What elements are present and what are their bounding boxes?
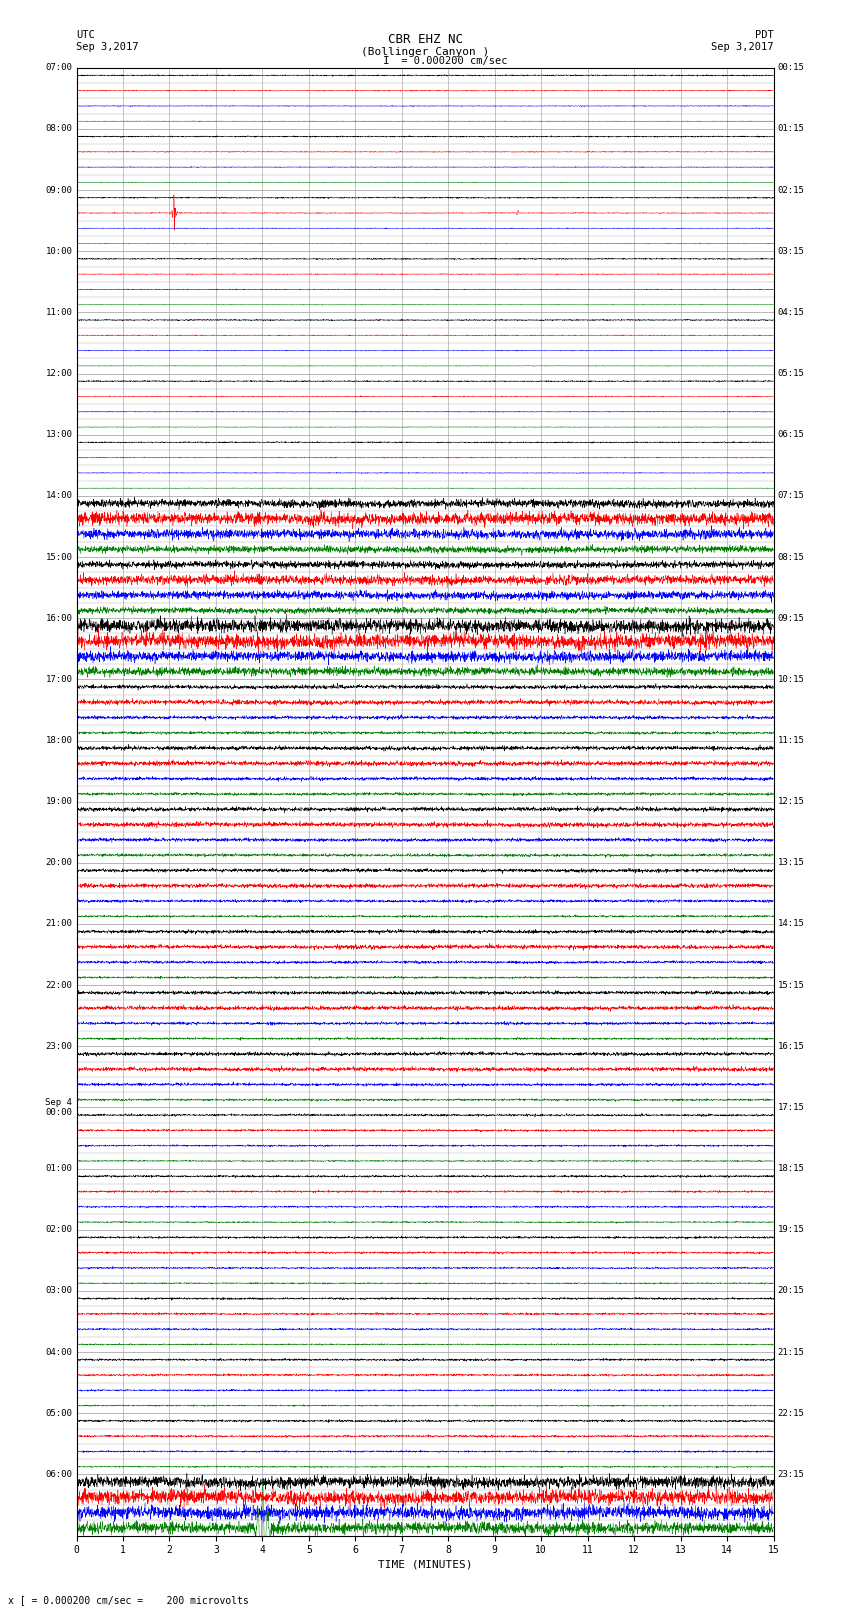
- Text: Sep 3,2017: Sep 3,2017: [76, 42, 139, 52]
- Text: 18:15: 18:15: [778, 1165, 805, 1173]
- Text: 12:00: 12:00: [45, 369, 72, 377]
- Text: 12:15: 12:15: [778, 797, 805, 806]
- Text: 10:15: 10:15: [778, 674, 805, 684]
- Text: 08:00: 08:00: [45, 124, 72, 134]
- Text: 06:00: 06:00: [45, 1469, 72, 1479]
- Text: CBR EHZ NC: CBR EHZ NC: [388, 32, 462, 45]
- Text: 19:15: 19:15: [778, 1226, 805, 1234]
- Text: 13:15: 13:15: [778, 858, 805, 868]
- Text: 15:15: 15:15: [778, 981, 805, 990]
- Text: 22:00: 22:00: [45, 981, 72, 990]
- Text: 04:15: 04:15: [778, 308, 805, 316]
- Text: 23:00: 23:00: [45, 1042, 72, 1050]
- Text: 03:00: 03:00: [45, 1287, 72, 1295]
- Text: 08:15: 08:15: [778, 553, 805, 561]
- Text: 14:00: 14:00: [45, 492, 72, 500]
- Text: 01:00: 01:00: [45, 1165, 72, 1173]
- Text: 02:15: 02:15: [778, 185, 805, 195]
- Text: = 0.000200 cm/sec: = 0.000200 cm/sec: [395, 56, 507, 66]
- Text: Sep 4
00:00: Sep 4 00:00: [45, 1098, 72, 1118]
- Text: 11:00: 11:00: [45, 308, 72, 316]
- Text: 11:15: 11:15: [778, 736, 805, 745]
- Text: Sep 3,2017: Sep 3,2017: [711, 42, 774, 52]
- X-axis label: TIME (MINUTES): TIME (MINUTES): [377, 1560, 473, 1569]
- Text: (Bollinger Canyon ): (Bollinger Canyon ): [361, 47, 489, 58]
- Text: PDT: PDT: [755, 31, 774, 40]
- Text: 00:15: 00:15: [778, 63, 805, 73]
- Text: 20:00: 20:00: [45, 858, 72, 868]
- Text: UTC: UTC: [76, 31, 95, 40]
- Text: x [ = 0.000200 cm/sec =    200 microvolts: x [ = 0.000200 cm/sec = 200 microvolts: [8, 1595, 249, 1605]
- Text: 03:15: 03:15: [778, 247, 805, 256]
- Text: 16:00: 16:00: [45, 613, 72, 623]
- Text: 20:15: 20:15: [778, 1287, 805, 1295]
- Text: 09:15: 09:15: [778, 613, 805, 623]
- Text: I: I: [383, 56, 390, 66]
- Text: 17:00: 17:00: [45, 674, 72, 684]
- Text: 16:15: 16:15: [778, 1042, 805, 1050]
- Text: 05:15: 05:15: [778, 369, 805, 377]
- Text: 10:00: 10:00: [45, 247, 72, 256]
- Text: 18:00: 18:00: [45, 736, 72, 745]
- Text: 23:15: 23:15: [778, 1469, 805, 1479]
- Text: 13:00: 13:00: [45, 431, 72, 439]
- Text: 01:15: 01:15: [778, 124, 805, 134]
- Text: 21:00: 21:00: [45, 919, 72, 929]
- Text: 07:15: 07:15: [778, 492, 805, 500]
- Text: 04:00: 04:00: [45, 1347, 72, 1357]
- Text: 06:15: 06:15: [778, 431, 805, 439]
- Text: 05:00: 05:00: [45, 1408, 72, 1418]
- Text: 21:15: 21:15: [778, 1347, 805, 1357]
- Text: 17:15: 17:15: [778, 1103, 805, 1111]
- Text: 19:00: 19:00: [45, 797, 72, 806]
- Text: 02:00: 02:00: [45, 1226, 72, 1234]
- Text: 22:15: 22:15: [778, 1408, 805, 1418]
- Text: 09:00: 09:00: [45, 185, 72, 195]
- Text: 07:00: 07:00: [45, 63, 72, 73]
- Text: 15:00: 15:00: [45, 553, 72, 561]
- Text: 14:15: 14:15: [778, 919, 805, 929]
